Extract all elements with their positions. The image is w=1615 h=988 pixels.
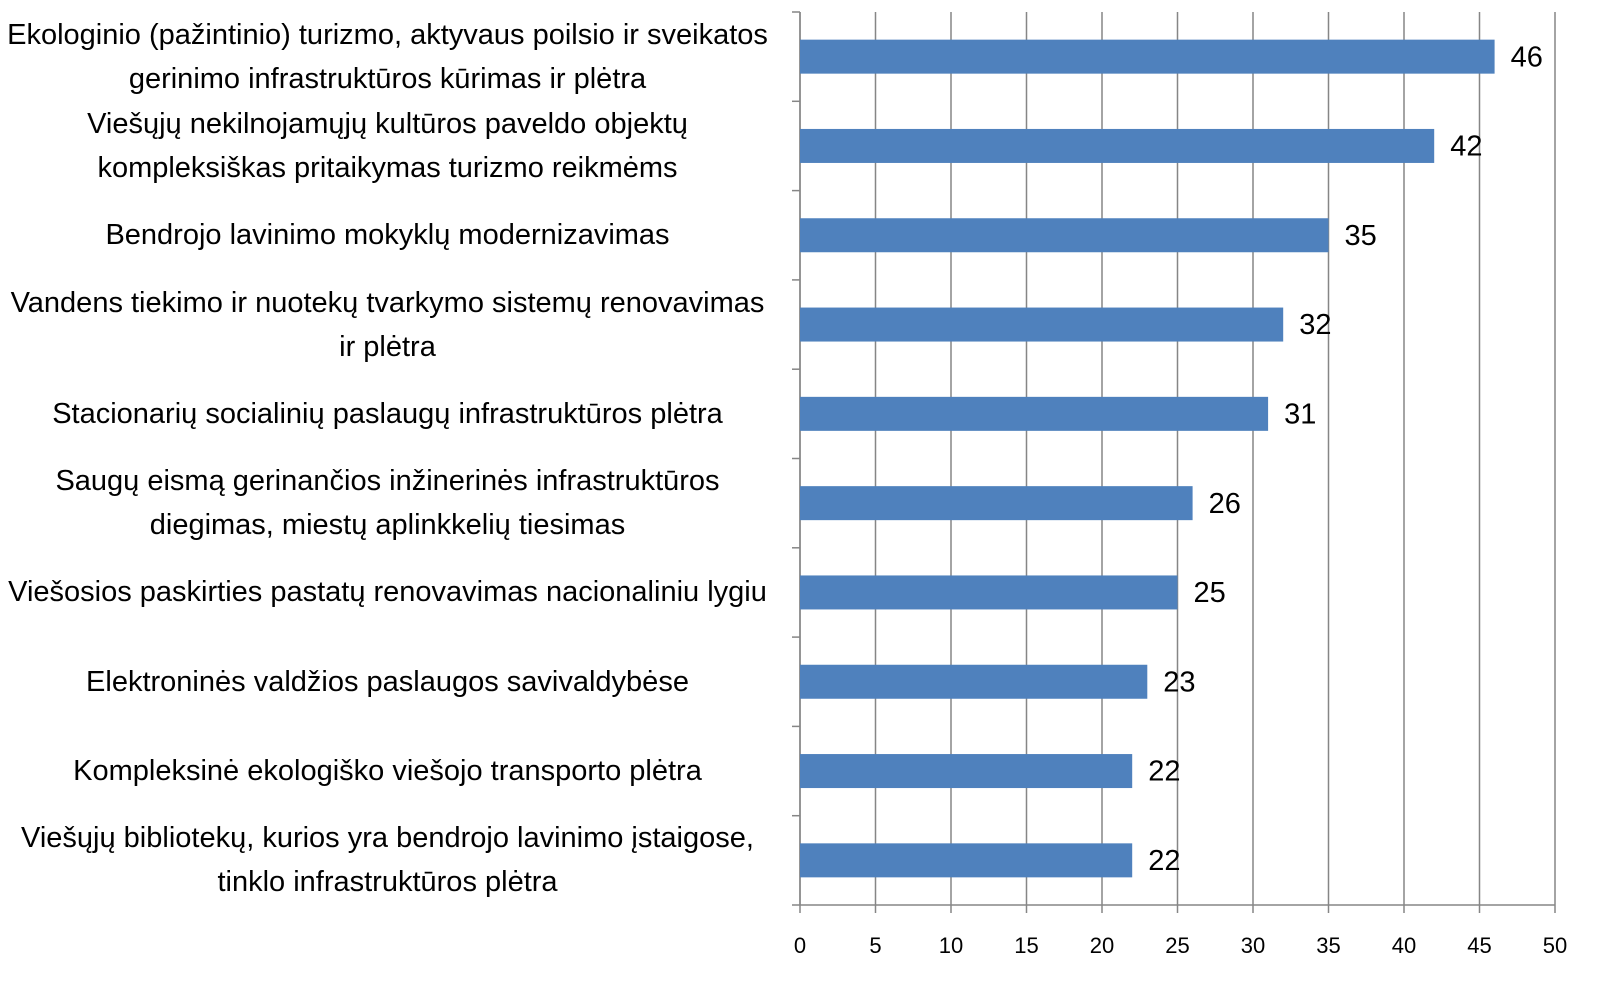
category-label: Saugų eismą gerinančios inžinerinės infr… [55, 465, 720, 542]
category-label: Viešųjų bibliotekų, kurios yra bendrojo … [21, 822, 754, 899]
bar [800, 843, 1133, 878]
bar [800, 128, 1435, 163]
value-label: 23 [1163, 666, 1195, 698]
bar [800, 307, 1284, 342]
x-tick-label: 20 [1090, 933, 1114, 958]
x-tick-label: 45 [1467, 933, 1491, 958]
category-label: Viešosios paskirties pastatų renovavimas… [8, 576, 767, 609]
category-label: Bendrojo lavinimo mokyklų modernizavimas [105, 219, 670, 252]
value-label: 26 [1209, 488, 1241, 520]
category-label: Elektroninės valdžios paslaugos savivald… [86, 665, 689, 698]
x-tick-label: 15 [1014, 933, 1038, 958]
bar [800, 218, 1329, 253]
x-tick-label: 35 [1316, 933, 1340, 958]
value-label: 22 [1148, 845, 1180, 877]
x-tick-label: 5 [869, 933, 881, 958]
x-tick-label: 25 [1165, 933, 1189, 958]
bar [800, 575, 1178, 610]
category-label: Ekologinio (pažintinio) turizmo, aktyvau… [7, 18, 768, 95]
x-tick-label: 30 [1241, 933, 1265, 958]
value-label: 35 [1345, 220, 1377, 252]
value-label: 25 [1194, 577, 1226, 609]
x-tick-label: 10 [939, 933, 963, 958]
x-tick-label: 50 [1543, 933, 1567, 958]
x-tick-label: 40 [1392, 933, 1416, 958]
category-label: Stacionarių socialinių paslaugų infrastr… [52, 397, 723, 430]
bar [800, 754, 1133, 789]
value-label: 46 [1511, 41, 1543, 73]
value-label: 31 [1284, 399, 1316, 431]
value-label: 32 [1299, 309, 1331, 341]
bar [800, 396, 1269, 431]
category-label: Vandens tiekimo ir nuotekų tvarkymo sist… [10, 286, 765, 363]
value-label: 42 [1450, 131, 1482, 163]
bar [800, 664, 1148, 699]
category-label: Kompleksinė ekologiško viešojo transport… [73, 755, 702, 788]
value-label: 22 [1148, 756, 1180, 788]
category-label: Viešųjų nekilnojamųjų kultūros paveldo o… [87, 107, 688, 184]
bar [800, 486, 1193, 521]
x-tick-label: 0 [794, 933, 806, 958]
bar [800, 39, 1495, 74]
